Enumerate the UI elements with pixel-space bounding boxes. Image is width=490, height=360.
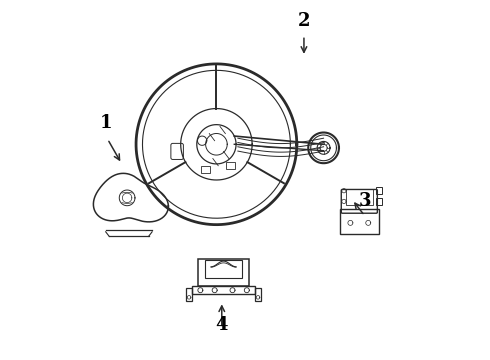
Text: 3: 3 xyxy=(358,192,371,210)
Bar xyxy=(340,208,379,234)
Bar xyxy=(346,189,373,205)
Bar xyxy=(197,260,249,286)
Bar xyxy=(376,198,382,205)
Text: 2: 2 xyxy=(298,12,310,30)
Bar xyxy=(205,260,243,278)
Bar xyxy=(186,288,192,301)
Bar xyxy=(255,288,261,301)
Text: 1: 1 xyxy=(99,114,112,132)
Bar xyxy=(192,286,255,294)
Bar xyxy=(376,187,382,194)
Text: 4: 4 xyxy=(216,316,228,334)
Bar xyxy=(201,166,210,173)
Bar xyxy=(226,162,235,169)
